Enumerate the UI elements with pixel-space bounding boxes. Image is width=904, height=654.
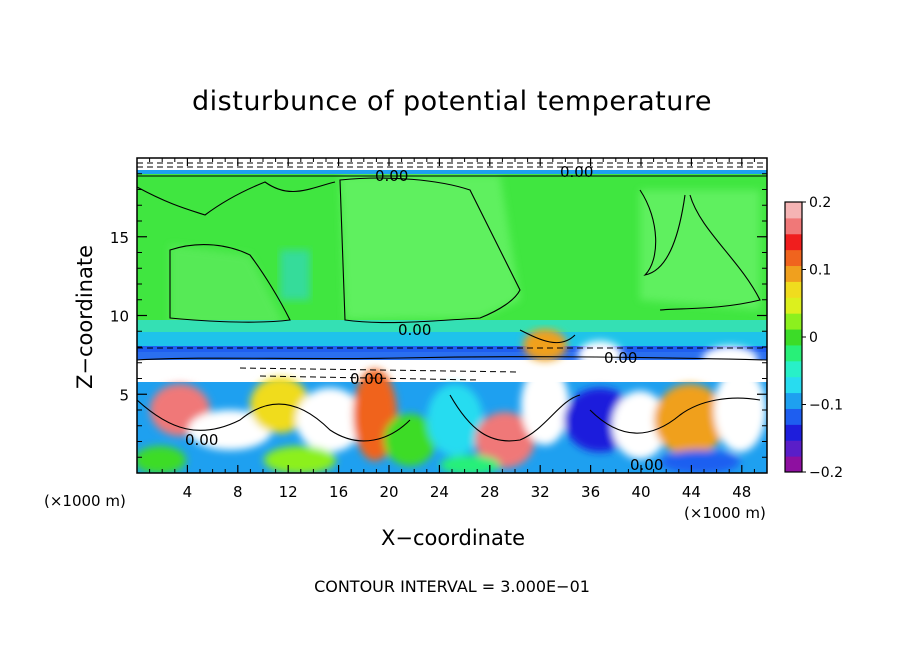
heatmap-field: 0.00 0.00 0.00 0.00 0.00 0.00 0.00 xyxy=(137,158,767,474)
contour-label-top-right: 0.00 xyxy=(560,163,593,181)
colorbar-swatch xyxy=(785,233,802,251)
colorbar-tick-label: 0.2 xyxy=(809,195,831,211)
colorbar-swatch xyxy=(785,313,802,330)
x-unit-right: (×1000 m) xyxy=(684,504,766,522)
colorbar-swatch xyxy=(785,344,802,362)
colorbar-swatch xyxy=(785,376,802,394)
x-tick-label: 28 xyxy=(480,483,499,501)
y-tick-label: 15 xyxy=(110,229,129,247)
colorbar-swatch xyxy=(785,424,802,441)
colorbar-swatch xyxy=(785,281,802,298)
contour-label-bottom-left: 0.00 xyxy=(185,431,218,449)
colorbar-swatch xyxy=(785,297,802,314)
contour-label-bottom-right: 0.00 xyxy=(630,456,663,474)
colorbar-swatch xyxy=(785,456,802,473)
contour-interval-note: CONTOUR INTERVAL = 3.000E−01 xyxy=(314,577,590,596)
x-tick-label: 36 xyxy=(581,483,600,501)
colorbar: 0.2 0.1 0 −0.1 −0.2 xyxy=(784,195,843,481)
colorbar-swatch xyxy=(785,408,802,425)
x-tick-label: 12 xyxy=(279,483,298,501)
x-tick-label: 32 xyxy=(531,483,550,501)
x-unit-left: (×1000 m) xyxy=(44,492,126,510)
colorbar-tick-label: 0.1 xyxy=(809,263,831,279)
x-axis-label: X−coordinate xyxy=(381,526,525,550)
x-axis: 4 8 12 16 20 24 28 32 36 40 44 48 xyxy=(149,158,755,501)
y-axis: 5 10 15 xyxy=(110,173,767,458)
colorbar-tick-label: 0 xyxy=(809,330,818,346)
colorbar-swatch xyxy=(785,392,802,409)
y-axis-label: Z−coordinate xyxy=(73,245,97,389)
colorbar-swatch xyxy=(785,265,802,282)
x-tick-label: 24 xyxy=(430,483,449,501)
y-tick-label: 5 xyxy=(119,386,129,404)
colorbar-tick-label: −0.1 xyxy=(809,398,843,414)
contour-label-right: 0.00 xyxy=(604,349,637,367)
x-tick-label: 8 xyxy=(233,483,243,501)
colorbar-swatch xyxy=(785,329,802,346)
y-tick-label: 10 xyxy=(110,308,129,326)
x-tick-label: 40 xyxy=(631,483,650,501)
colorbar-swatch xyxy=(785,202,802,219)
contour-label-interface: 0.00 xyxy=(350,370,383,388)
colorbar-tick-label: −0.2 xyxy=(809,465,843,481)
x-tick-label: 16 xyxy=(329,483,348,501)
colorbar-swatch xyxy=(785,217,802,235)
contour-label-top: 0.00 xyxy=(375,167,408,185)
x-tick-label: 4 xyxy=(183,483,193,501)
colorbar-swatch xyxy=(785,249,802,267)
chart-title: disturbunce of potential temperature xyxy=(192,86,712,117)
x-tick-label: 48 xyxy=(732,483,751,501)
colorbar-swatch xyxy=(785,360,802,378)
x-tick-label: 44 xyxy=(682,483,701,501)
colorbar-swatch xyxy=(785,440,802,457)
x-tick-label: 20 xyxy=(379,483,398,501)
contour-label-mid: 0.00 xyxy=(398,321,431,339)
